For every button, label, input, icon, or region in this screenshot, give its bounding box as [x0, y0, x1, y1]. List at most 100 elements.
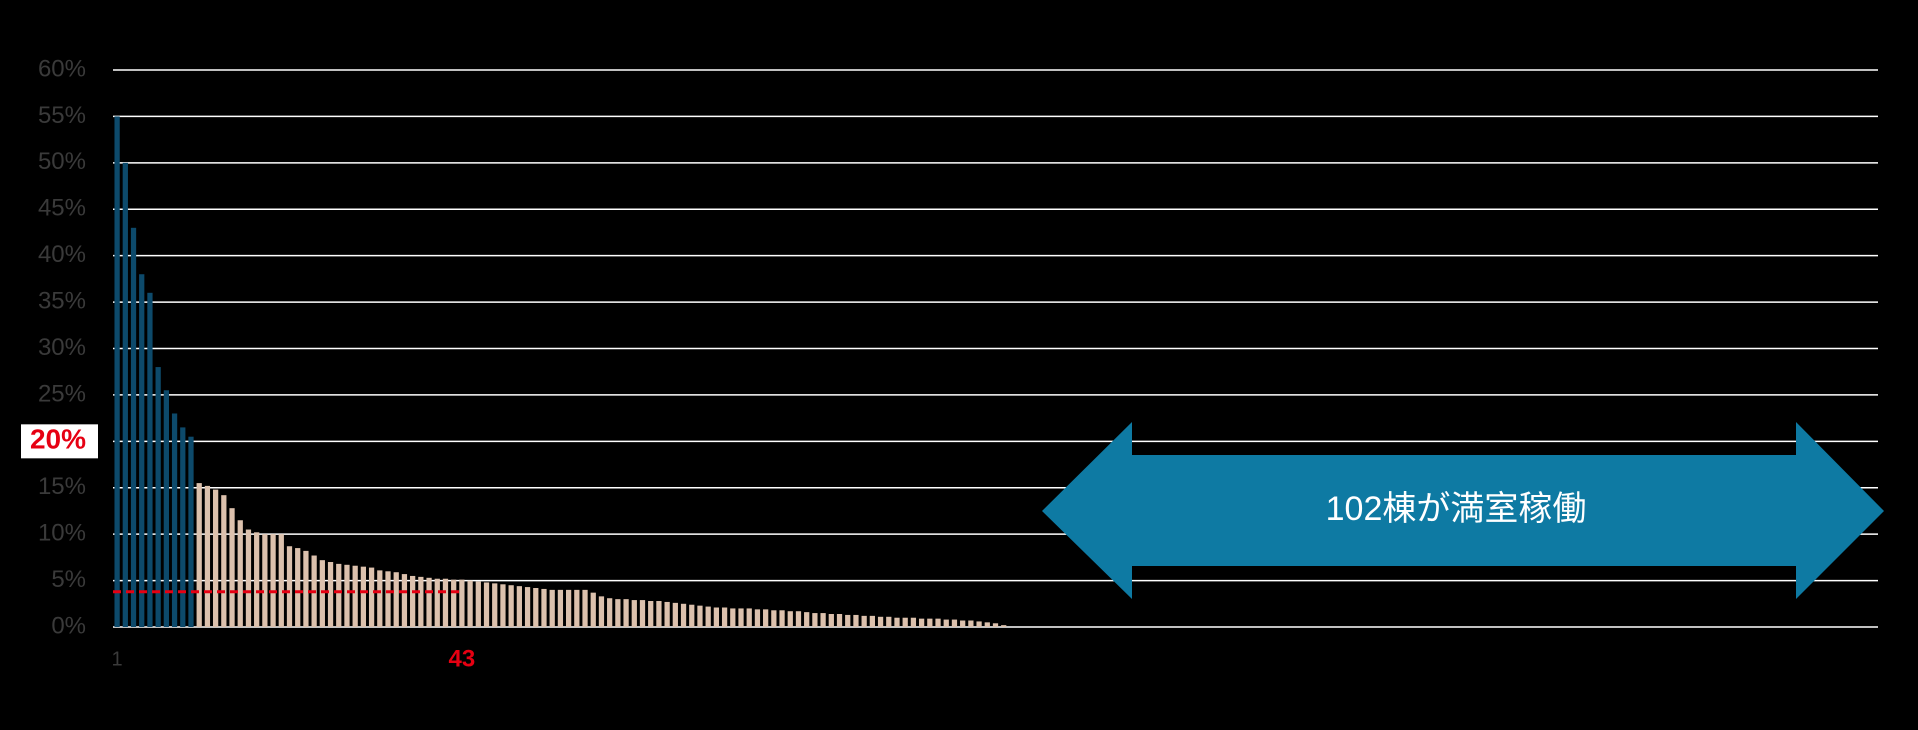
x-tick-label: 43	[449, 645, 476, 672]
bar	[598, 596, 605, 627]
bar	[467, 580, 473, 627]
y-tick-label: 20%	[30, 424, 86, 455]
bar	[713, 607, 720, 627]
y-tick-label: 5%	[51, 566, 86, 593]
bar	[180, 427, 186, 627]
bar	[114, 116, 120, 628]
bar	[721, 607, 728, 627]
bar	[910, 617, 917, 627]
bar	[327, 562, 334, 627]
y-tick-label: 40%	[38, 241, 86, 268]
bar	[894, 617, 900, 627]
bar	[254, 532, 260, 627]
y-tick-highlight-box	[21, 424, 98, 459]
bar	[886, 616, 892, 627]
bar	[410, 575, 416, 627]
bar	[877, 616, 884, 627]
bar	[754, 609, 761, 627]
y-tick-label: 30%	[38, 334, 86, 361]
y-tick-label: 35%	[38, 287, 86, 314]
bar	[212, 489, 219, 627]
bar	[779, 610, 785, 627]
bar	[1001, 625, 1007, 627]
bar	[828, 614, 834, 627]
bar	[738, 608, 744, 627]
bar	[746, 608, 752, 627]
bar	[795, 611, 802, 627]
y-tick-label: 0%	[51, 612, 86, 639]
bar	[286, 546, 293, 627]
bar	[951, 619, 958, 627]
bar	[853, 614, 859, 627]
bar	[442, 578, 449, 627]
bar	[188, 436, 194, 627]
bar	[352, 565, 358, 627]
bar	[861, 615, 867, 627]
bar	[869, 615, 875, 627]
bar	[992, 623, 999, 627]
bar	[418, 576, 424, 627]
bar	[130, 227, 137, 628]
bar	[705, 606, 711, 627]
bar	[927, 618, 933, 627]
y-tick-label: 45%	[38, 195, 86, 222]
bar	[968, 620, 974, 627]
bar	[122, 162, 128, 628]
bar	[902, 617, 908, 627]
bar	[336, 563, 342, 627]
bar	[680, 603, 687, 627]
bar	[221, 495, 227, 627]
y-tick-label: 10%	[38, 520, 86, 547]
bar	[623, 599, 629, 627]
bar	[533, 588, 539, 627]
bar	[278, 534, 284, 627]
bar	[565, 589, 572, 627]
bar	[171, 413, 178, 627]
bar	[295, 548, 301, 627]
bar	[237, 520, 243, 627]
y-tick-label: 55%	[38, 102, 86, 129]
bar	[697, 605, 703, 627]
bar	[500, 584, 506, 627]
bar	[804, 612, 810, 627]
bar	[549, 589, 555, 627]
bar	[615, 599, 621, 627]
bar	[976, 621, 982, 627]
bar	[196, 483, 202, 627]
bar	[245, 529, 252, 627]
bar	[451, 579, 457, 627]
bar	[836, 614, 843, 627]
bar	[368, 567, 375, 627]
bar	[492, 583, 498, 627]
bar	[377, 570, 383, 627]
bar	[459, 579, 465, 627]
bar	[820, 613, 826, 627]
bar	[163, 390, 169, 627]
annotation-arrow	[1042, 422, 1884, 599]
bar	[434, 578, 440, 627]
bar	[426, 577, 432, 627]
bar	[385, 571, 391, 627]
bar	[541, 588, 547, 627]
bar	[360, 566, 367, 627]
bar	[204, 485, 211, 627]
bar	[607, 598, 613, 627]
annotation-text: 102棟が満室稼働	[1326, 490, 1587, 528]
bar	[319, 560, 325, 627]
bar	[845, 614, 851, 627]
bar	[689, 604, 695, 627]
bar	[812, 613, 818, 627]
bar	[475, 581, 481, 627]
bar	[771, 610, 777, 627]
bar	[483, 582, 490, 627]
bar	[935, 618, 941, 627]
bar	[787, 611, 793, 627]
y-tick-label: 50%	[38, 148, 86, 175]
bar	[664, 601, 670, 627]
bar	[139, 274, 145, 627]
bar	[960, 620, 966, 627]
bar	[516, 586, 522, 627]
bar	[656, 601, 662, 627]
